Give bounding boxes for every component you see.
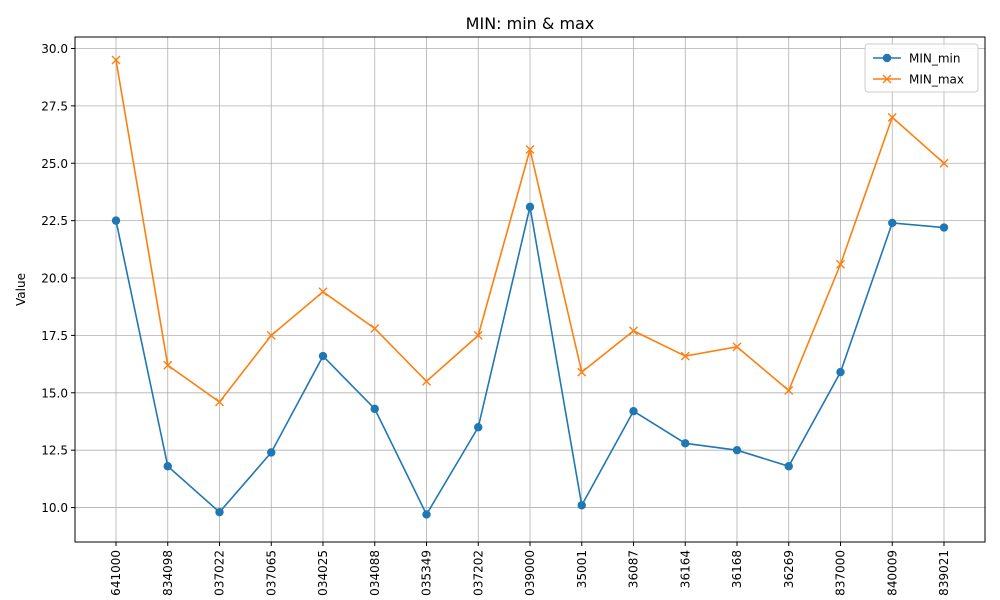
x-tick-label: 36164 <box>678 550 692 588</box>
data-point-MIN_min <box>163 462 172 471</box>
data-point-MIN_max <box>784 386 794 395</box>
x-tick-label: 834098 <box>161 550 175 596</box>
data-point-MIN_max <box>577 367 587 377</box>
x-axis: 641000 834098 037022 037065 034025 034088 0353… <box>109 542 951 596</box>
x-tick-label: 035349 <box>420 550 434 596</box>
data-point-MIN_max <box>111 55 121 65</box>
data-point-MIN_max <box>266 330 276 340</box>
x-tick-label: 037202 <box>471 550 485 596</box>
data-point-MIN_min <box>629 406 638 416</box>
data-point-MIN_min <box>474 423 483 432</box>
x-tick-label: 034025 <box>316 550 330 596</box>
data-point-MIN_min <box>422 510 431 519</box>
data-point-MIN_min <box>577 501 586 510</box>
data-point-MIN_max <box>422 376 431 386</box>
x-tick-label: 037022 <box>213 550 227 596</box>
data-point-MIN_max <box>473 330 483 340</box>
data-point-MIN_min <box>370 404 379 414</box>
x-tick-label: 36168 <box>730 550 744 588</box>
legend-marker-MIN_max <box>882 74 892 84</box>
legend: MIN_min MIN_max <box>864 43 979 93</box>
x-tick-label: 039000 <box>523 550 537 596</box>
data-point-MIN_min <box>525 202 535 212</box>
data-point-MIN_min <box>732 445 742 455</box>
y-tick-label: 10.0 <box>41 501 68 515</box>
data-point-MIN_max <box>836 259 845 269</box>
x-tick-label: 840009 <box>885 550 899 596</box>
legend-marker-MIN_min <box>882 53 892 63</box>
data-point-MIN_max <box>680 351 690 361</box>
data-point-MIN_min <box>215 507 224 517</box>
data-point-MIN_min <box>681 439 690 448</box>
y-tick-label: 12.5 <box>41 444 68 458</box>
chart-title: MIN: min & max <box>466 14 595 33</box>
data-point-MIN_min <box>318 351 328 361</box>
legend-label-MIN_min: MIN_min <box>909 52 961 66</box>
legend-label-MIN_max: MIN_max <box>909 73 964 87</box>
data-point-MIN_min <box>267 448 276 457</box>
data-point-MIN_max <box>163 360 173 370</box>
data-point-MIN_max <box>887 112 897 122</box>
x-tick-label: 837000 <box>834 550 848 596</box>
data-point-MIN_min <box>784 462 793 471</box>
x-tick-label: 35001 <box>575 550 589 588</box>
x-tick-label: 36087 <box>627 550 641 588</box>
x-tick-label: 034088 <box>368 550 382 596</box>
data-point-MIN_min <box>888 218 897 228</box>
x-tick-label: 641000 <box>109 550 123 596</box>
data-point-MIN_max <box>215 397 224 407</box>
x-tick-label: 36269 <box>782 550 796 588</box>
y-tick-label: 30.0 <box>41 42 68 56</box>
y-axis-label: Value <box>14 273 28 306</box>
data-point-MIN_max <box>629 326 638 336</box>
x-tick-label: 839021 <box>937 550 951 596</box>
y-tick-label: 20.0 <box>41 272 68 286</box>
data-point-MIN_min <box>111 216 121 225</box>
data-point-MIN_min <box>836 367 845 377</box>
x-tick-label: 037065 <box>264 550 278 596</box>
y-tick-label: 25.0 <box>41 157 68 171</box>
data-point-MIN_max <box>939 158 949 168</box>
data-point-MIN_max <box>318 287 328 297</box>
y-tick-label: 27.5 <box>41 99 68 113</box>
y-tick-label: 17.5 <box>41 329 68 343</box>
data-point-MIN_max <box>525 144 535 154</box>
data-point-MIN_max <box>732 342 742 352</box>
grid-lines <box>75 37 985 542</box>
y-axis: 10.0 12.5 15.0 17.5 20.0 22.5 25.0 27.5 30.0 <box>41 42 75 515</box>
data-point-MIN_max <box>370 324 380 334</box>
legend-box <box>864 43 979 93</box>
y-tick-label: 15.0 <box>41 386 68 400</box>
data-point-MIN_min <box>939 223 949 232</box>
series-lines <box>111 55 949 519</box>
y-tick-label: 22.5 <box>41 214 68 228</box>
